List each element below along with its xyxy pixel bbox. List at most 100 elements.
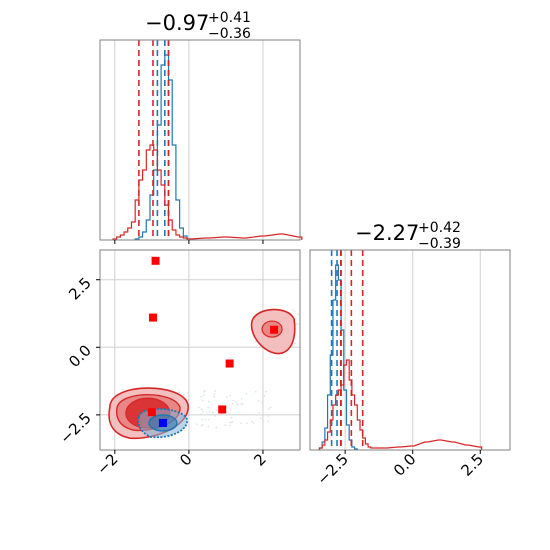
joint-scatter-point — [297, 313, 300, 316]
joint-scatter-point — [214, 414, 217, 417]
blue-square-marker — [158, 418, 167, 427]
param1-title-upper: +0.41 — [208, 10, 251, 26]
param2-title-lower: −0.39 — [418, 236, 461, 252]
joint-y-tick-label: 2.5 — [65, 274, 95, 304]
joint-scatter-point — [259, 417, 262, 420]
param1-title-median: −0.97 — [145, 11, 209, 35]
joint-y-tick-label: 0.0 — [65, 341, 95, 371]
joint-scatter-point — [294, 342, 297, 345]
joint-scatter-point — [263, 394, 266, 397]
joint-scatter-point — [200, 413, 203, 416]
joint-scatter-point — [267, 408, 270, 410]
param2-hist-gridlines — [344, 250, 481, 450]
joint-scatter-point — [240, 397, 243, 400]
joint-scatter-point — [241, 402, 244, 405]
red-square-marker — [225, 359, 234, 368]
red-square-marker — [148, 313, 157, 322]
joint-scatter-point — [257, 400, 260, 402]
joint-scatter-point — [269, 406, 272, 409]
joint-scatter-point — [228, 412, 230, 415]
joint-scatter-point — [213, 393, 216, 395]
joint-scatter-point — [201, 418, 204, 421]
joint-scatter-point — [189, 414, 191, 417]
joint-scatter-point — [207, 425, 210, 428]
joint-scatter-point — [202, 394, 205, 397]
red-square-marker — [218, 405, 227, 414]
joint-scatter-point — [213, 396, 215, 398]
joint-scatter-point — [230, 416, 233, 419]
joint-scatter-point — [204, 418, 207, 421]
joint-scatter-point — [251, 420, 253, 423]
joint-scatter-point — [252, 421, 255, 424]
red-square-marker — [147, 408, 156, 417]
joint-scatter-point — [208, 410, 211, 413]
joint-scatter-point — [291, 345, 294, 348]
param1-hist-panel-background — [100, 40, 300, 240]
joint-scatter-point — [295, 322, 298, 325]
joint-scatter-point — [240, 403, 243, 406]
joint-scatter-point — [204, 390, 206, 392]
joint-scatter-point — [187, 392, 190, 395]
joint-scatter-point — [188, 411, 190, 414]
joint-scatter-point — [293, 310, 296, 313]
joint-scatter-point — [297, 323, 300, 326]
joint-scatter-point — [202, 399, 204, 402]
joint-y-tick-label: −2.5 — [56, 409, 94, 447]
joint-scatter-point — [201, 410, 204, 413]
joint-scatter-point — [200, 408, 203, 411]
joint-scatter-point — [183, 393, 185, 395]
joint-scatter-point — [178, 391, 180, 394]
joint-scatter-point — [232, 399, 235, 402]
joint-scatter-point — [246, 422, 248, 425]
joint-scatter-point — [255, 341, 257, 343]
param2-title-upper: +0.42 — [418, 220, 461, 236]
joint-scatter-point — [239, 422, 242, 425]
joint-scatter-point — [291, 308, 294, 311]
param1-title-lower: −0.36 — [208, 26, 251, 42]
param1-hist-panel-frame — [99, 39, 301, 241]
joint-scatter-point — [229, 394, 231, 397]
joint-scatter-point — [215, 426, 218, 429]
joint-scatter-point — [216, 409, 218, 411]
param2-hist-series-1 — [318, 359, 483, 450]
param2-x-tick-label: −2.5 — [313, 450, 351, 488]
param1-hist-series-0 — [134, 54, 192, 240]
joint-scatter-point — [197, 406, 200, 409]
joint-scatter-point — [200, 395, 203, 398]
joint-scatter-point — [267, 415, 270, 417]
joint-scatter-point — [229, 408, 232, 411]
joint-x-tick-label: 0 — [176, 450, 195, 469]
joint-scatter-point — [224, 424, 227, 427]
joint-scatter-point — [212, 411, 214, 414]
param2-hist-panel-frame — [309, 249, 511, 451]
joint-scatter-point — [259, 346, 261, 349]
joint-scatter-point — [267, 420, 270, 423]
red-square-marker — [151, 256, 160, 265]
joint-scatter-point — [228, 424, 231, 427]
joint-scatter-point — [258, 411, 261, 414]
param2-title-median: −2.27 — [355, 221, 419, 245]
joint-scatter-point — [207, 406, 209, 409]
joint-scatter-point — [231, 421, 234, 423]
param1-hist-series-1 — [112, 144, 303, 240]
joint-scatter-point — [208, 400, 210, 403]
joint-scatter-point — [214, 390, 217, 392]
joint-scatter-point — [228, 421, 231, 424]
joint-scatter-point — [235, 401, 238, 403]
joint-x-tick-label: −2 — [93, 450, 121, 478]
joint-scatter-point — [205, 411, 208, 414]
param2-x-tick-label: 0.0 — [390, 450, 420, 480]
param2-x-tick-label: 2.5 — [457, 450, 487, 480]
joint-scatter-point — [225, 396, 228, 398]
joint-scatter-point — [254, 390, 257, 393]
joint-scatter-point — [200, 424, 203, 427]
joint-scatter-point — [231, 403, 234, 405]
param1-hist-gridlines — [114, 40, 264, 240]
joint-scatter-point — [265, 390, 268, 393]
joint-scatter-point — [236, 403, 239, 406]
joint-scatter-point — [261, 401, 263, 404]
joint-x-tick-label: 2 — [250, 450, 269, 469]
joint-scatter-point — [195, 423, 198, 426]
joint-panel-frame — [99, 249, 301, 451]
joint-scatter-point — [245, 392, 248, 395]
